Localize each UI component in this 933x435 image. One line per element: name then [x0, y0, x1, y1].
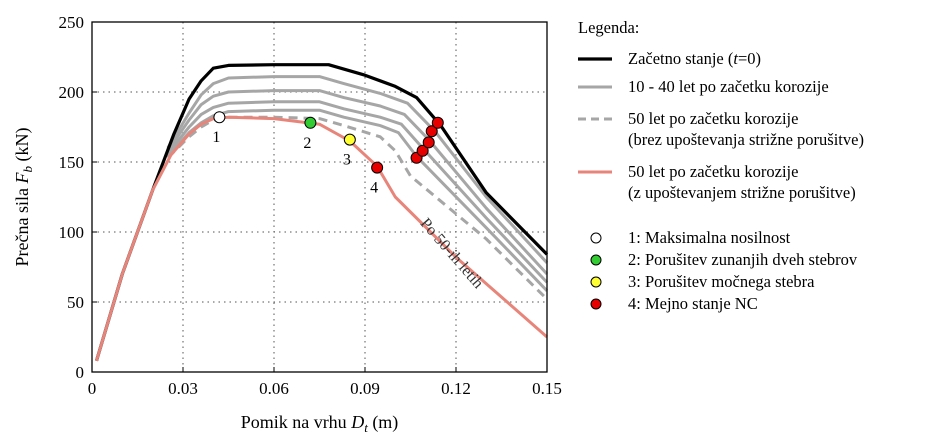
marker-number-label: 3: [343, 152, 351, 169]
legend-entry-text: 4: Mejno stanje NC: [628, 294, 758, 313]
x-tick-label: 0: [88, 379, 97, 398]
x-tick-label: 0.12: [441, 379, 471, 398]
series-line: [166, 115, 549, 301]
x-tick-label: 0.09: [350, 379, 380, 398]
legend-entry-part: t: [733, 49, 738, 68]
marker-point: [431, 116, 444, 129]
legend-marker-swatch: [590, 254, 602, 266]
series-line: [166, 100, 549, 284]
y-tick-label: 100: [59, 223, 85, 242]
y-tick-label: 200: [59, 83, 85, 102]
legend-entry-text: 3: Porušitev močnega stebra: [628, 272, 815, 291]
plot-frame: [91, 21, 548, 373]
annotation-text: Po 50-ih letih: [417, 215, 487, 292]
y-axis-label: Prečna sila Fb (kN): [12, 128, 35, 267]
legend-entry-text: 1: Maksimalna nosilnost: [628, 228, 791, 247]
y-tick-label: 0: [76, 363, 85, 382]
legend-marker-swatch: [590, 276, 602, 288]
marker-number-label: 4: [370, 180, 378, 197]
legend: Legenda: Začetno stanje (t=0) 10 - 40 let…: [578, 18, 864, 313]
legend-entry-text: 2: Porušitev zunanjih dveh stebrov: [628, 250, 858, 269]
marker-number-label: 1: [212, 129, 220, 146]
x-tick-label: 0.15: [532, 379, 562, 398]
y-tick-label: 250: [59, 13, 85, 32]
x-axis-label: Pomik na vrhu Dt (m): [241, 412, 399, 435]
series-line: [95, 115, 548, 362]
marker-point: [343, 133, 356, 146]
y-tick-label: 50: [67, 293, 84, 312]
legend-entry-part: =0): [738, 49, 761, 68]
grid: [92, 22, 547, 372]
legend-marker-swatch: [590, 298, 602, 310]
legend-entry-text: (brez upoštevanja strižne porušitve): [628, 130, 864, 149]
annotations: Po 50-ih letih: [417, 215, 487, 292]
marker-point: [371, 161, 384, 174]
marker-layer: 1 2 3 4: [212, 111, 444, 197]
legend-marker-swatch: [590, 232, 602, 244]
legend-entry-text: 10 - 40 let po začetku korozije: [628, 77, 829, 96]
legend-entry-text: 50 let po začetku korozije: [628, 109, 798, 128]
legend-entry-part: Začetno stanje (: [628, 49, 733, 68]
legend-title: Legenda:: [578, 18, 639, 37]
marker-point: [416, 144, 429, 157]
marker-point: [304, 116, 317, 129]
y-tick-label: 150: [59, 153, 85, 172]
marker-number-label: 2: [303, 135, 311, 152]
series-layer: [94, 63, 549, 362]
legend-entry-text: 50 let po začetku korozije: [628, 162, 798, 181]
marker-point: [425, 125, 438, 138]
x-tick-label: 0.03: [168, 379, 198, 398]
legend-entry-text: (z upoštevanjem strižne porušitve): [628, 183, 856, 202]
ticks: 0 0.03 0.06 0.09 0.12 0.15 0 50 100 150 200 250: [59, 13, 562, 398]
marker-point: [422, 136, 435, 149]
legend-entry-text: Začetno stanje (t=0): [628, 49, 761, 68]
marker-point: [213, 111, 226, 124]
x-tick-label: 0.06: [259, 379, 289, 398]
series-line: [94, 63, 549, 362]
